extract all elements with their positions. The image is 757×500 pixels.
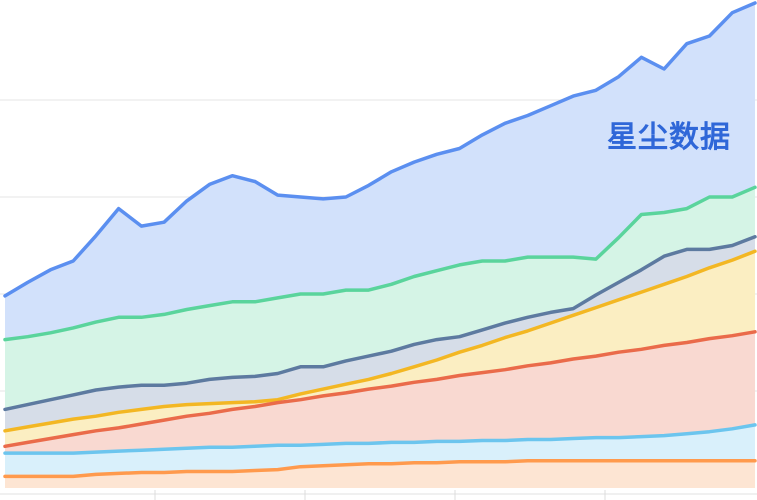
series-line-6 xyxy=(3,1,757,298)
series-area-0 xyxy=(5,460,755,488)
watermark-text: 星尘数据 xyxy=(607,120,731,155)
series-line-0 xyxy=(3,459,757,479)
series-line-3 xyxy=(3,249,757,433)
x-axis xyxy=(0,490,757,500)
series-layer xyxy=(3,1,757,489)
series-line-5 xyxy=(3,185,757,342)
series-line-1 xyxy=(3,423,757,455)
series-line-4 xyxy=(3,235,757,412)
series-line-2 xyxy=(3,330,757,449)
